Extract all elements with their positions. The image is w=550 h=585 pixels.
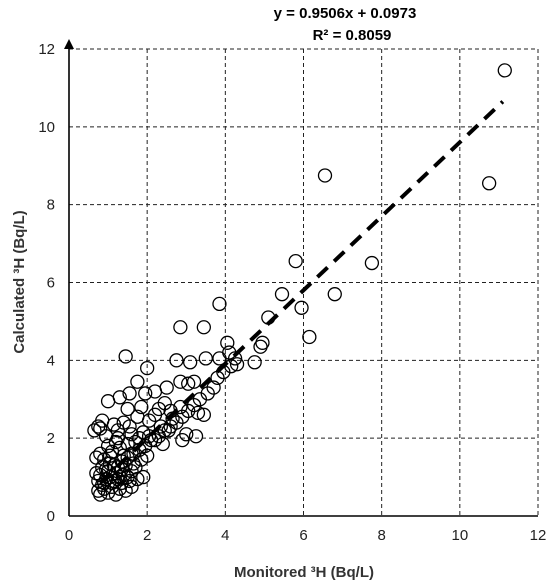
data-point	[140, 360, 155, 376]
y-tick-label: 6	[47, 275, 55, 292]
data-point	[124, 446, 139, 461]
y-tick-label: 10	[38, 119, 55, 136]
data-point	[153, 419, 168, 434]
data-point	[196, 320, 211, 335]
data-point	[173, 374, 188, 389]
data-point	[183, 355, 198, 370]
data-point	[227, 351, 243, 366]
y-axis-arrow-icon	[64, 39, 74, 49]
data-point	[134, 399, 149, 415]
data-point	[198, 351, 213, 366]
data-point	[186, 374, 202, 389]
y-tick-label: 2	[47, 430, 55, 447]
y-tick-label: 8	[47, 197, 55, 214]
data-point	[147, 384, 163, 399]
data-point	[173, 320, 188, 335]
data-point	[87, 423, 102, 438]
data-point	[157, 395, 172, 411]
data-point	[124, 479, 139, 494]
x-tick-label: 10	[451, 527, 468, 544]
x-axis-title: Monitored ³H (Bq/L)	[234, 564, 374, 581]
y-axis-title: Calculated ³H (Bq/L)	[11, 210, 28, 353]
data-point	[179, 427, 194, 442]
data-point	[140, 448, 155, 463]
axes	[64, 39, 538, 517]
data-point	[118, 349, 133, 364]
data-point	[169, 353, 184, 368]
x-tick-label: 6	[299, 527, 307, 544]
data-points	[87, 63, 512, 502]
data-point	[93, 421, 108, 436]
data-point	[481, 176, 497, 191]
data-point	[173, 399, 188, 415]
data-point	[288, 253, 303, 269]
data-point	[181, 376, 196, 391]
data-point	[102, 448, 118, 463]
data-point	[159, 380, 174, 395]
x-tick-label: 8	[377, 527, 385, 544]
data-point	[130, 374, 145, 389]
data-point	[188, 429, 204, 444]
data-point	[91, 419, 106, 434]
data-point	[147, 407, 163, 422]
data-point	[89, 450, 104, 465]
data-point	[89, 466, 104, 481]
x-tick-label: 0	[65, 527, 73, 544]
data-point	[327, 287, 342, 302]
trendline-line	[98, 100, 505, 485]
data-point	[497, 63, 512, 78]
data-point	[128, 460, 143, 475]
data-point	[229, 357, 245, 372]
y-tick-label: 12	[38, 41, 55, 58]
tick-labels: 0 2 4 6 8 10 12 0 2 4 6 8 10 12	[38, 41, 546, 544]
y-tick-label: 4	[47, 352, 55, 369]
data-point	[212, 296, 227, 312]
y-tick-label: 0	[47, 508, 55, 525]
data-point	[220, 335, 235, 350]
data-point	[190, 405, 206, 421]
data-point	[364, 255, 380, 271]
data-point	[302, 329, 317, 345]
data-point	[112, 469, 127, 485]
data-point	[196, 407, 211, 422]
data-point	[317, 168, 333, 183]
data-point	[108, 434, 124, 450]
data-point	[100, 438, 116, 454]
trendline	[98, 100, 505, 485]
data-point	[138, 386, 153, 401]
data-point	[124, 427, 139, 442]
data-point	[122, 386, 137, 401]
x-tick-label: 12	[530, 527, 547, 544]
data-point	[110, 423, 126, 438]
data-point	[247, 355, 262, 370]
equation-label: y = 0.9506x + 0.0973	[274, 5, 417, 22]
x-tick-label: 4	[221, 527, 229, 544]
data-point	[141, 429, 157, 444]
data-point	[294, 300, 309, 315]
x-tick-label: 2	[143, 527, 151, 544]
data-point	[155, 436, 170, 452]
data-point	[274, 287, 290, 302]
data-point	[136, 469, 151, 485]
data-point	[120, 401, 135, 417]
data-point	[253, 339, 268, 354]
r-squared-label: R² = 0.8059	[313, 27, 392, 44]
data-point	[130, 409, 145, 424]
data-point	[100, 394, 116, 409]
